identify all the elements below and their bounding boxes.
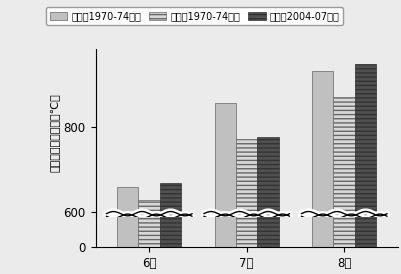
Bar: [138, 200, 160, 274]
Bar: [117, 0, 138, 247]
Bar: [311, 0, 333, 247]
Bar: [333, 97, 354, 274]
Bar: [257, 137, 278, 274]
Y-axis label: 月積算気温の平均（℃）: 月積算気温の平均（℃）: [49, 94, 59, 172]
Bar: [138, 0, 160, 247]
Bar: [333, 0, 354, 247]
Bar: [354, 0, 375, 247]
Bar: [257, 0, 278, 247]
Bar: [311, 71, 333, 274]
Bar: [214, 103, 235, 274]
Legend: 大阪（1970-74年）, 東京（1970-74年）, 東京（2004-07年）: 大阪（1970-74年）, 東京（1970-74年）, 東京（2004-07年）: [46, 7, 342, 25]
Bar: [235, 139, 257, 274]
Bar: [160, 0, 181, 247]
Bar: [117, 187, 138, 274]
Bar: [235, 0, 257, 247]
Bar: [354, 64, 375, 274]
Bar: [214, 0, 235, 247]
Bar: [160, 183, 181, 274]
